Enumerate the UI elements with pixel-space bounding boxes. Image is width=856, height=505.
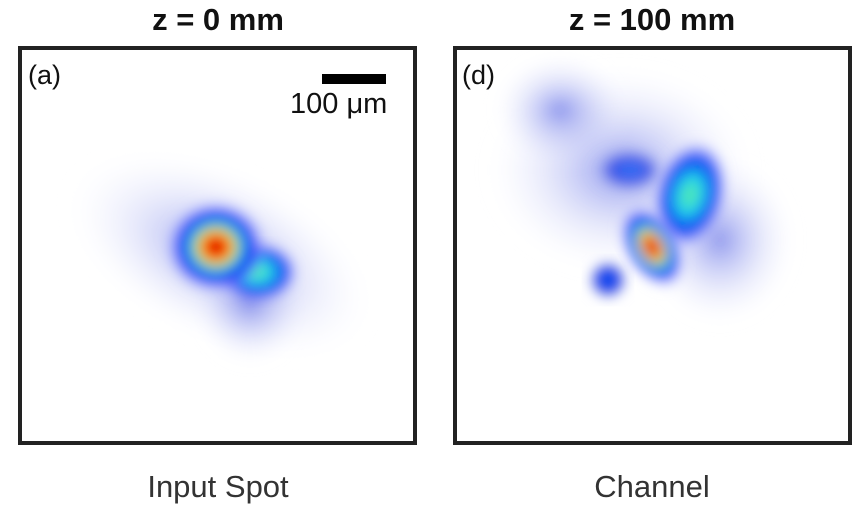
scale-bar-label: 100 μm: [290, 88, 387, 120]
panel-frame: [453, 46, 852, 445]
panel-title: z = 100 mm: [569, 2, 735, 37]
panel-frame: [18, 46, 417, 445]
scale-bar: [322, 74, 386, 84]
panel-caption: Channel: [594, 469, 709, 504]
panel-title: z = 0 mm: [152, 2, 284, 37]
panel-label: (a): [28, 60, 61, 90]
intensity-image: [480, 50, 800, 330]
intensity-image: [61, 146, 379, 370]
panel-caption: Input Spot: [147, 469, 289, 504]
panel-label: (d): [462, 60, 495, 90]
